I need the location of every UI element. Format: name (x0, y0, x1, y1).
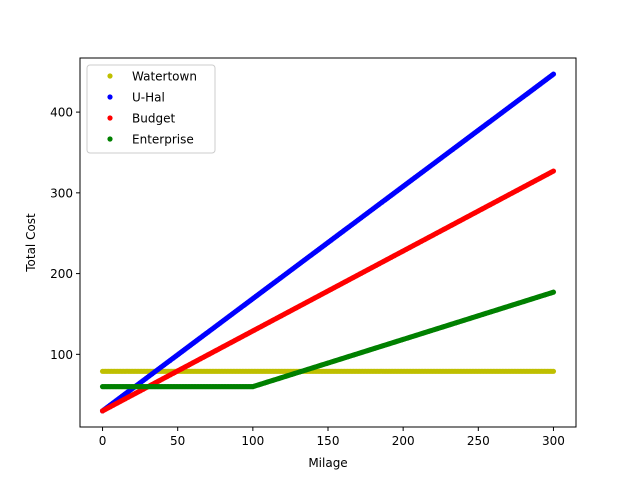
data-point (550, 368, 557, 374)
legend-label: Enterprise (132, 133, 194, 147)
legend-item: U-Hal (107, 91, 165, 105)
legend-marker (107, 73, 113, 79)
legend-label: Budget (132, 112, 175, 126)
y-tick-label: 100 (50, 348, 73, 362)
data-point (550, 168, 557, 174)
x-tick-label: 300 (542, 434, 565, 448)
series-watertown (99, 368, 557, 374)
legend-label: Watertown (132, 70, 197, 84)
x-axis: 0 50 100 150 200 250 300 (99, 427, 565, 448)
x-tick-label: 100 (241, 434, 264, 448)
legend-item: Budget (107, 112, 175, 126)
y-tick-label: 200 (50, 267, 73, 281)
x-tick-label: 0 (99, 434, 107, 448)
x-tick-label: 200 (392, 434, 415, 448)
series-layer (99, 71, 557, 414)
legend-marker (107, 115, 113, 121)
legend-label: U-Hal (132, 91, 165, 105)
legend-item: Watertown (107, 70, 197, 84)
y-axis-label: Total Cost (24, 213, 38, 273)
legend-item: Enterprise (107, 133, 194, 147)
y-axis: 100 200 300 400 (50, 106, 80, 362)
y-tick-label: 400 (50, 106, 73, 120)
series-budget (99, 168, 557, 414)
data-point (550, 71, 557, 77)
x-tick-label: 50 (170, 434, 185, 448)
x-tick-label: 150 (317, 434, 340, 448)
legend: Watertown U-Hal Budget Enterprise (86, 64, 216, 154)
y-tick-label: 300 (50, 186, 73, 200)
series-enterprise (99, 289, 557, 390)
legend-marker (107, 136, 113, 142)
legend-marker (107, 94, 113, 100)
x-tick-label: 250 (467, 434, 490, 448)
data-point (550, 289, 557, 295)
x-axis-label: Milage (308, 456, 347, 470)
legend-box (86, 64, 216, 154)
